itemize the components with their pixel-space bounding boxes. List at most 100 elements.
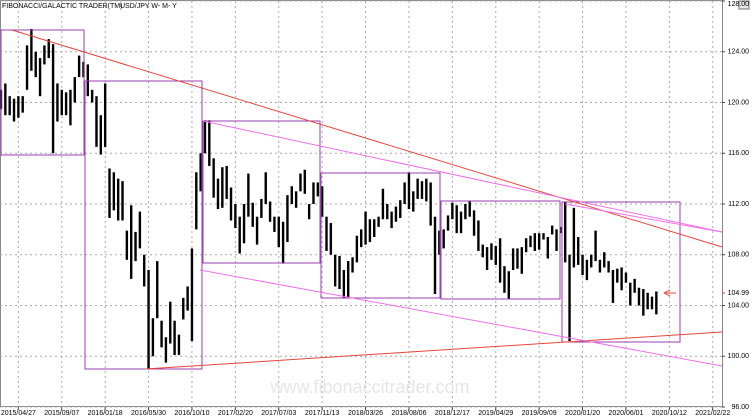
box xyxy=(202,120,321,264)
price-bar xyxy=(516,248,519,269)
price-bar xyxy=(533,233,537,251)
price-bar xyxy=(216,178,220,210)
price-bar xyxy=(555,229,558,251)
price-bar xyxy=(577,236,580,265)
x-tick-label: 2017/02/20 xyxy=(218,410,253,417)
price-bar xyxy=(320,186,324,217)
price-bar xyxy=(333,254,337,287)
price-bar xyxy=(225,165,228,199)
price-bar xyxy=(64,92,68,116)
price-bar xyxy=(546,236,550,259)
x-tick-label: 2017/07/03 xyxy=(261,410,296,417)
price-bar xyxy=(77,55,81,78)
price-bar xyxy=(90,89,94,103)
price-bar xyxy=(125,230,129,260)
price-bar xyxy=(182,297,185,320)
price-bar xyxy=(468,201,471,217)
price-bar xyxy=(186,286,189,311)
price-bar xyxy=(642,289,645,316)
price-bar xyxy=(529,235,532,248)
price-bar xyxy=(156,261,159,319)
price-bar xyxy=(199,153,202,192)
y-tick-label: 116.00 xyxy=(728,150,749,157)
price-bar xyxy=(399,200,402,218)
y-tick-label: 108.00 xyxy=(728,252,750,259)
price-bar xyxy=(208,120,211,166)
price-bar xyxy=(455,205,458,234)
price-bar xyxy=(143,254,146,287)
price-bar xyxy=(17,96,20,118)
x-tick-label: 2018/08/06 xyxy=(391,410,426,417)
price-bar xyxy=(564,201,567,263)
price-bar xyxy=(294,191,298,208)
price-bar xyxy=(38,58,42,97)
price-bar xyxy=(559,226,563,234)
price-bar xyxy=(229,187,233,221)
price-bar xyxy=(21,96,24,113)
price-bar xyxy=(438,230,441,255)
price-bar xyxy=(477,220,480,251)
x-tick-label: 2020/10/12 xyxy=(652,410,687,417)
price-bar xyxy=(303,169,306,194)
y-tick-label: 124.00 xyxy=(728,49,750,56)
price-bar xyxy=(255,216,259,245)
price-bar xyxy=(624,272,628,283)
price-bar xyxy=(520,247,523,274)
price-bar xyxy=(312,182,315,204)
x-tick-label: 2016/01/18 xyxy=(88,410,123,417)
price-bar xyxy=(594,230,597,262)
x-tick-label: 2018/03/26 xyxy=(348,410,383,417)
x-tick-label: 2016/10/10 xyxy=(174,410,209,417)
price-bar xyxy=(290,186,293,204)
price-bar xyxy=(116,178,120,221)
price-bar xyxy=(307,204,311,220)
price-bar xyxy=(134,231,137,262)
price-bar xyxy=(494,245,497,265)
price-bar xyxy=(368,219,372,243)
price-bar xyxy=(82,61,85,78)
price-bar xyxy=(381,188,385,220)
settings-button[interactable] xyxy=(738,0,750,10)
grid xyxy=(0,0,722,408)
price-bar xyxy=(347,261,350,298)
price-bar xyxy=(151,318,155,357)
price-bar xyxy=(429,182,432,226)
price-bar xyxy=(260,198,263,218)
price-bar xyxy=(160,320,163,348)
price-bar xyxy=(99,115,103,155)
channel-line xyxy=(564,203,723,233)
x-tick-label: 2016/05/30 xyxy=(131,410,166,417)
box xyxy=(320,172,441,299)
chart-title: FIBONACCI/GALACTIC TRADER(TM) xyxy=(2,3,122,10)
x-tick-label: 2020/01/20 xyxy=(565,410,600,417)
price-bar xyxy=(342,269,346,298)
price-bar xyxy=(390,211,393,229)
price-bar xyxy=(286,195,289,243)
price-bar xyxy=(420,181,424,199)
price-bar xyxy=(8,96,11,116)
price-bar xyxy=(472,210,476,236)
price-bar xyxy=(364,211,367,245)
last-price-label: 104.99 xyxy=(728,290,750,297)
price-bar xyxy=(503,266,506,293)
x-tick-label: 2017/11/13 xyxy=(305,410,340,417)
price-bar xyxy=(537,233,541,250)
price-bar xyxy=(169,301,172,344)
price-bar xyxy=(247,173,250,217)
price-bar xyxy=(459,211,463,234)
price-bar xyxy=(377,216,380,227)
price-bar xyxy=(485,247,489,270)
box xyxy=(84,80,203,370)
price-bar xyxy=(590,254,593,268)
x-tick-label: 2020/06/01 xyxy=(608,410,643,417)
price-bar xyxy=(550,225,554,235)
price-bar xyxy=(164,337,168,363)
price-bar xyxy=(451,202,454,220)
price-bar xyxy=(56,83,59,122)
price-bar xyxy=(108,168,111,218)
y-tick-label: 96.00 xyxy=(731,404,749,411)
price-bar xyxy=(633,278,636,293)
price-bar xyxy=(620,267,623,291)
